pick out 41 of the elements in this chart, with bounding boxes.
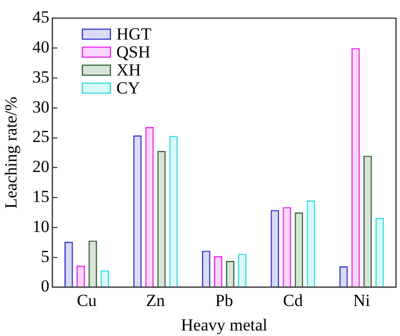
bar: [226, 260, 234, 287]
y-tick-label: 40: [32, 38, 50, 57]
x-tick-label: Pb: [215, 290, 234, 310]
bar: [339, 266, 348, 287]
x-tick-label: Ni: [353, 290, 370, 310]
legend-label: HGT: [116, 24, 152, 44]
bar: [351, 48, 360, 287]
y-tick-label: 45: [32, 8, 50, 27]
x-tick-label: Cu: [76, 290, 98, 310]
bar: [100, 270, 110, 287]
y-tick-label: 30: [32, 97, 50, 116]
y-tick-label: 5: [40, 246, 50, 266]
y-tick-label: 15: [32, 187, 50, 206]
bar: [363, 156, 372, 287]
y-tick-label: 35: [32, 67, 50, 86]
legend-label: CY: [116, 78, 140, 98]
bar: [238, 254, 246, 287]
bar: [169, 136, 178, 287]
legend-label: XH: [116, 60, 141, 80]
legend-label: QSH: [116, 42, 150, 62]
bar: [88, 240, 97, 287]
y-tick-label: 20: [32, 157, 50, 176]
x-axis-title: Heavy metal: [181, 315, 268, 334]
bar: [76, 266, 85, 287]
bar: [214, 256, 222, 287]
bar: [145, 126, 154, 287]
bar: [157, 150, 166, 287]
y-axis-title: Leaching rate/%: [2, 96, 21, 209]
y-tick-label: 25: [32, 127, 50, 146]
bar: [64, 242, 73, 287]
bar: [202, 250, 210, 287]
x-tick-label: Cd: [283, 290, 304, 310]
bar: [282, 207, 292, 287]
x-tick-label: Zn: [146, 290, 166, 310]
y-tick-label: 0: [40, 276, 50, 296]
y-tick-label: 10: [32, 216, 50, 236]
bar: [133, 135, 142, 287]
bar: [306, 200, 316, 287]
bar: [375, 218, 384, 287]
bar: [294, 212, 304, 287]
bar: [270, 210, 280, 287]
